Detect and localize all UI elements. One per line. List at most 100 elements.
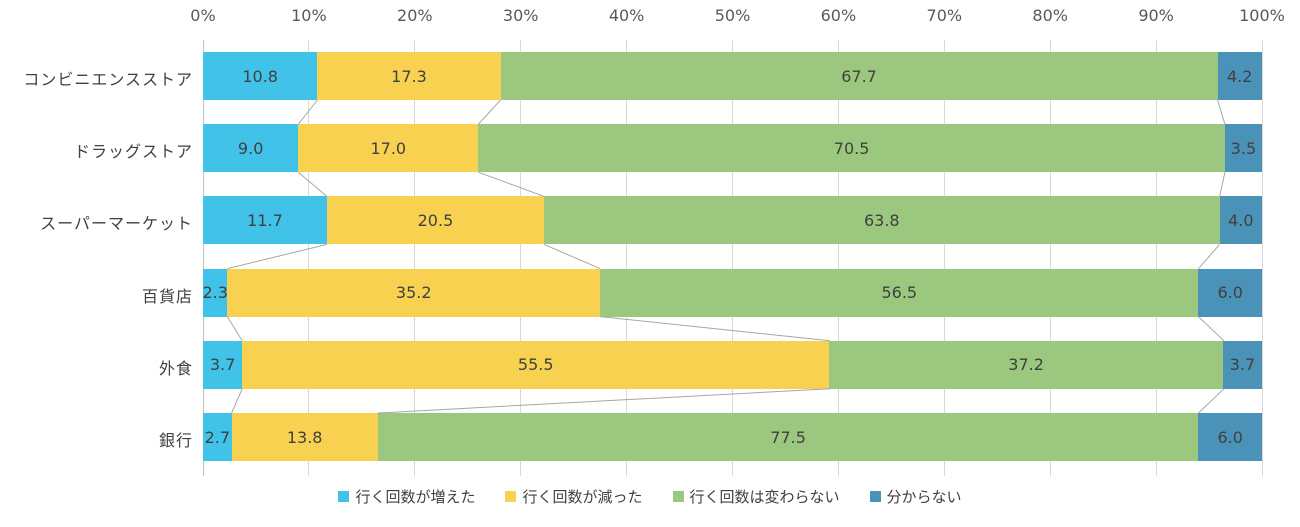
value-label: 56.5 — [881, 283, 918, 303]
value-label: 11.7 — [247, 210, 283, 230]
connector-line — [1198, 388, 1225, 414]
gridline — [308, 40, 310, 476]
bar-segment: 77.5 — [377, 413, 1199, 461]
bar-segment: 35.2 — [227, 268, 601, 317]
legend-swatch — [869, 491, 881, 502]
bar-segment: 70.5 — [478, 124, 1225, 173]
bar-row: 2.7 13.8 77.5 6.0 — [203, 413, 1262, 461]
x-axis-tick-label: 70% — [926, 6, 963, 25]
bar-segment: 4.0 — [1219, 196, 1262, 245]
category-label: スーパーマーケット — [40, 214, 193, 234]
value-label: 20.5 — [417, 210, 454, 230]
bar-segment: 2.7 — [203, 413, 232, 461]
connector-line — [1219, 172, 1226, 197]
bar-segment: 9.0 — [203, 124, 299, 173]
gridline — [1261, 40, 1263, 476]
legend-swatch — [338, 491, 350, 502]
bar-segment: 3.7 — [1222, 340, 1263, 389]
bar-row: 10.8 17.3 67.7 4.2 — [203, 52, 1262, 100]
legend-item: 行く回数が増えた — [338, 486, 475, 507]
value-label: 37.2 — [1008, 355, 1044, 375]
x-axis-tick-label: 30% — [502, 6, 539, 25]
value-label: 3.7 — [1229, 355, 1256, 375]
bar-segment: 67.7 — [500, 52, 1218, 100]
x-axis-tick-label: 50% — [714, 6, 751, 25]
gridline — [520, 40, 522, 476]
category-label: 外食 — [158, 358, 193, 378]
x-axis-tick-label: 60% — [820, 6, 857, 25]
legend-label: 分からない — [886, 488, 962, 506]
category-label: コンビニエンスストア — [23, 70, 193, 89]
gridline — [1155, 40, 1157, 476]
connector-line — [377, 388, 830, 414]
bar-segment: 17.3 — [317, 52, 501, 100]
bar-row: 9.0 17.0 70.5 3.5 — [203, 124, 1262, 173]
bar-segment: 6.0 — [1198, 413, 1262, 461]
legend-item: 行く回数が減った — [505, 486, 643, 507]
legend: 行く回数が増えた 行く回数が減った 行く回数は変わらない 分からない — [0, 486, 1300, 507]
legend-swatch — [672, 491, 684, 502]
value-label: 77.5 — [770, 427, 806, 447]
bar-segment: 56.5 — [600, 268, 1199, 317]
value-label: 17.0 — [370, 138, 407, 158]
gridline — [732, 40, 733, 476]
bar-segment: 20.5 — [326, 196, 544, 245]
connector-line — [1217, 99, 1226, 125]
connector-line — [227, 243, 328, 270]
category-label: ドラッグストア — [73, 142, 193, 162]
x-axis-tick-label: 100% — [1239, 6, 1285, 25]
connector-line — [477, 99, 501, 125]
bar-row: 11.7 20.5 63.8 4.0 — [203, 196, 1262, 245]
legend-item: 分からない — [869, 486, 962, 507]
x-axis-tick-label: 20% — [397, 6, 433, 25]
bar-segment: 10.8 — [203, 52, 318, 100]
gridline — [1049, 40, 1051, 476]
bar-segment: 17.0 — [298, 124, 479, 173]
value-label: 2.3 — [202, 283, 228, 303]
value-label: 67.7 — [841, 66, 877, 86]
value-label: 35.2 — [395, 283, 432, 303]
value-label: 55.5 — [517, 355, 554, 375]
bar-segment: 6.0 — [1198, 268, 1262, 317]
value-label: 3.5 — [1230, 138, 1257, 158]
bar-row: 3.7 55.5 37.2 3.7 — [203, 340, 1263, 389]
y-axis-line — [202, 40, 204, 476]
connector-line — [226, 316, 243, 342]
gridline — [626, 40, 628, 476]
x-axis-tick-label: 10% — [291, 6, 327, 25]
bar-row: 2.3 35.2 56.5 6.0 — [202, 268, 1262, 317]
bar-segment: 3.7 — [203, 340, 243, 389]
value-label: 13.8 — [286, 427, 323, 447]
value-label: 4.0 — [1228, 210, 1254, 230]
bar-segment: 3.5 — [1224, 124, 1262, 173]
connector-line — [1198, 316, 1225, 342]
connector-line — [297, 171, 328, 197]
gridline — [414, 40, 416, 476]
value-label: 17.3 — [391, 66, 427, 86]
x-axis-tick-label: 90% — [1138, 6, 1174, 25]
connector-line — [478, 171, 545, 197]
connector-line — [1198, 244, 1221, 269]
connector-line — [600, 316, 830, 342]
value-label: 3.7 — [209, 355, 236, 375]
bar-segment: 13.8 — [231, 413, 378, 461]
connector-line — [231, 388, 243, 414]
value-label: 70.5 — [833, 138, 870, 158]
x-axis-tick-label: 0% — [190, 6, 216, 25]
connector-line — [543, 243, 601, 270]
category-label: 百貨店 — [141, 286, 193, 306]
category-label: 銀行 — [158, 431, 193, 450]
legend-item: 行く回数は変わらない — [672, 486, 840, 507]
bar-segment: 55.5 — [242, 340, 830, 389]
value-label: 10.8 — [242, 66, 278, 86]
bar-segment: 37.2 — [829, 340, 1223, 389]
gridline — [837, 40, 839, 476]
bar-segment: 63.8 — [543, 196, 1220, 245]
bar-segment: 11.7 — [203, 196, 327, 245]
legend-label: 行く回数は変わらない — [689, 488, 840, 506]
legend-label: 行く回数が増えた — [355, 488, 476, 506]
value-label: 2.7 — [204, 427, 231, 447]
bar-segment: 4.2 — [1217, 52, 1262, 100]
value-label: 9.0 — [237, 138, 264, 158]
